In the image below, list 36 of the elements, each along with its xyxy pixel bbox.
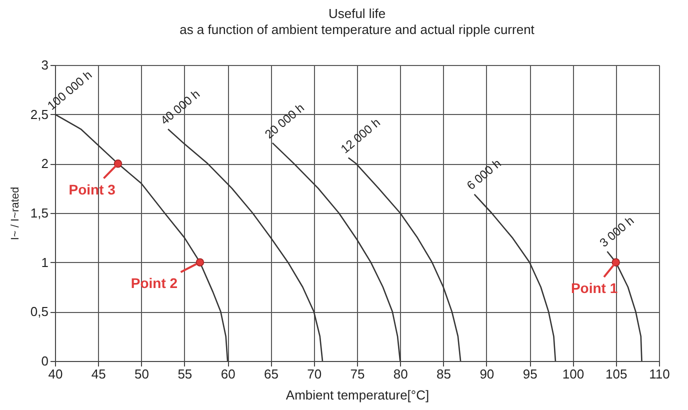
x-tick-label: 70 — [307, 366, 322, 382]
text: 6 000 h — [464, 156, 504, 193]
text: 12 000 h — [338, 115, 383, 156]
x-tick-label: 105 — [606, 366, 628, 382]
chart-title: Useful life — [328, 6, 386, 21]
y-tick-label: 2 — [41, 156, 48, 172]
line-series — [55, 114, 228, 361]
x-tick-label: 75 — [350, 366, 365, 382]
line-series — [474, 194, 556, 361]
text: 40 000 h — [158, 86, 203, 128]
y-tick-label: 0 — [41, 354, 48, 368]
line-series — [348, 157, 462, 361]
x-tick-label: 100 — [562, 366, 584, 382]
y-tick-label: 1 — [41, 254, 48, 270]
y-tick-label: 2,5 — [30, 106, 48, 122]
y-tick-label: 0,5 — [30, 304, 48, 320]
x-tick-label: 65 — [264, 366, 278, 382]
x-tick-label: 110 — [649, 366, 670, 382]
x-tick-label: 80 — [393, 366, 408, 382]
x-tick-label: 50 — [134, 366, 150, 382]
text: 3 000 h — [596, 213, 637, 250]
x-tick-label: 55 — [178, 366, 192, 382]
chart-subtitle: as a function of ambient temperature and actual ripple current — [180, 22, 535, 37]
x-tick-label: 85 — [436, 366, 452, 382]
line-series — [606, 250, 642, 361]
x-tick-label: 95 — [522, 366, 538, 382]
x-tick-label: 45 — [91, 366, 106, 382]
x-tick-label: 90 — [480, 366, 494, 382]
y-axis-title: I~ / I~rated — [9, 186, 22, 240]
x-tick-label: 40 — [48, 366, 63, 382]
line-series — [272, 142, 401, 361]
y-tick-label: 1,5 — [30, 206, 48, 220]
x-tick-label: 60 — [220, 366, 236, 382]
x-axis-title: Ambient temperature[°C] — [286, 388, 430, 402]
y-tick-label: 3 — [41, 58, 48, 72]
text: 20 000 h — [262, 100, 307, 142]
